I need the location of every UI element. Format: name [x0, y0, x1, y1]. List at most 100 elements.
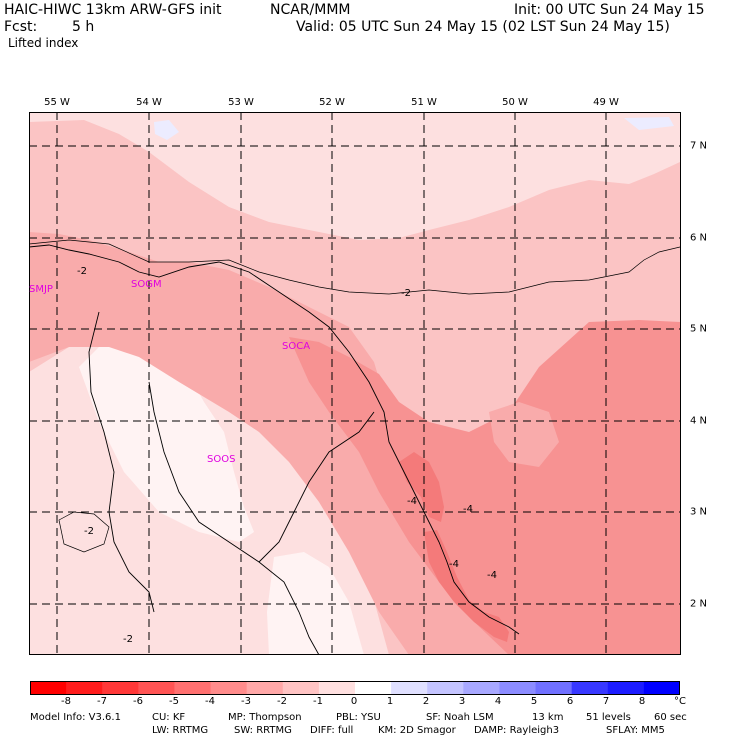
footer-model-info: Model Info: V3.6.1 [30, 712, 121, 723]
contour-label: -2 [401, 288, 411, 299]
field-band-m3 [29, 232, 529, 655]
field-band-1-b [624, 117, 674, 130]
colorbar-label: 3 [458, 696, 466, 707]
lifted-index-map: -2 -2 -2 -2 -4 -4 -4 -4 SMJP SOGM SOCA S… [29, 112, 681, 655]
footer-resolution: 13 km [532, 712, 564, 723]
lat-label: 3 N [690, 506, 708, 518]
footer-pbl: PBL: YSU [336, 712, 381, 723]
colorbar-cell [66, 681, 103, 695]
forecast-label: Fcst: [4, 19, 38, 35]
footer-km: KM: 2D Smagor [378, 725, 456, 736]
lat-label: 7 N [690, 140, 708, 152]
lat-label: 6 N [690, 232, 708, 244]
colorbar-label: -3 [241, 696, 251, 707]
colorbar-cell [499, 681, 537, 695]
contour-label: -2 [123, 634, 133, 645]
station-sogm: SOGM [131, 279, 162, 290]
contour-label: -4 [407, 496, 417, 507]
footer-lw: LW: RRTMG [152, 725, 209, 736]
field-band-0 [79, 344, 254, 542]
colorbar-cell [174, 681, 212, 695]
model-title: HAIC-HIWC 13km ARW-GFS init [4, 2, 222, 18]
colorbar-cell [607, 681, 645, 695]
lon-label: 51 W [411, 97, 437, 108]
lon-label: 49 W [593, 97, 619, 108]
colorbar-unit: °C [674, 696, 686, 707]
lat-label: 4 N [690, 415, 708, 427]
colorbar-label: -4 [205, 696, 215, 707]
coastline [29, 244, 520, 635]
lon-label: 53 W [228, 97, 254, 108]
colorbar-cell [535, 681, 573, 695]
footer-timestep: 60 sec [654, 712, 687, 723]
contour-label: -4 [449, 559, 459, 570]
field-band-m3-patch [489, 402, 559, 467]
field-band-m4 [289, 320, 680, 655]
colorbar-label: -8 [61, 696, 71, 707]
colorbar-label: -5 [169, 696, 179, 707]
colorbar-cell [391, 681, 428, 695]
colorbar-label: 0 [350, 696, 358, 707]
contour-label: -2 [84, 526, 94, 537]
colorbar-cell [427, 681, 464, 695]
colorbar-label: 1 [386, 696, 394, 707]
colorbar-cell [246, 681, 284, 695]
colorbar-cell [318, 681, 356, 695]
map-frame [29, 112, 681, 655]
footer-mp: MP: Thompson [228, 712, 302, 723]
station-soos: SOOS [207, 454, 235, 465]
contour-label: -4 [487, 570, 497, 581]
colorbar-cell [571, 681, 609, 695]
lat-label: 5 N [690, 323, 708, 335]
contour-label: -2 [77, 266, 87, 277]
colorbar-cell [355, 681, 392, 695]
footer-sf: SF: Noah LSM [426, 712, 494, 723]
contour-m2-line [29, 239, 681, 295]
valid-time: Valid: 05 UTC Sun 24 May 15 (02 LST Sun … [296, 19, 670, 35]
footer-diff: DIFF: full [310, 725, 354, 736]
colorbar-label: -7 [97, 696, 107, 707]
station-smjp: SMJP [29, 284, 53, 295]
lat-label: 2 N [690, 598, 708, 610]
init-time: Init: 00 UTC Sun 24 May 15 [514, 2, 705, 18]
colorbar-cells [30, 681, 680, 695]
footer-levels: 51 levels [586, 712, 631, 723]
colorbar-label: -2 [277, 696, 287, 707]
field-band-1-a [154, 120, 179, 140]
colorbar-label: 6 [566, 696, 574, 707]
lon-label: 54 W [136, 97, 162, 108]
colorbar-cell [463, 681, 500, 695]
colorbar-cell [138, 681, 175, 695]
colorbar [30, 681, 680, 695]
colorbar-cell [643, 681, 680, 695]
river-line [258, 411, 375, 563]
contour-m2-loop [58, 511, 110, 553]
border-west [88, 311, 155, 613]
colorbar-label: 5 [530, 696, 538, 707]
lon-label: 50 W [502, 97, 528, 108]
colorbar-label: 4 [494, 696, 502, 707]
border-east [148, 381, 320, 655]
colorbar-label: -1 [313, 696, 323, 707]
station-soca: SOCA [282, 341, 310, 352]
colorbar-cell [282, 681, 320, 695]
organization: NCAR/MMM [270, 2, 351, 18]
colorbar-cell [102, 681, 139, 695]
colorbar-label: 8 [638, 696, 646, 707]
footer-cu: CU: KF [152, 712, 186, 723]
footer-sflay: SFLAY: MM5 [606, 725, 665, 736]
lat-grid [29, 145, 681, 605]
field-band-m5-a [399, 452, 444, 522]
footer-sw: SW: RRTMG [234, 725, 292, 736]
contour-label: -4 [463, 504, 473, 515]
footer-damp: DAMP: Rayleigh3 [474, 725, 560, 736]
colorbar-cell [210, 681, 248, 695]
lon-label: 52 W [319, 97, 345, 108]
lon-label: 55 W [44, 97, 70, 108]
colorbar-label: 2 [422, 696, 430, 707]
colorbar-label: -6 [133, 696, 143, 707]
colorbar-label: 7 [602, 696, 610, 707]
field-name: Lifted index [8, 36, 79, 50]
colorbar-cell [30, 681, 67, 695]
forecast-hour: 5 h [72, 19, 95, 35]
